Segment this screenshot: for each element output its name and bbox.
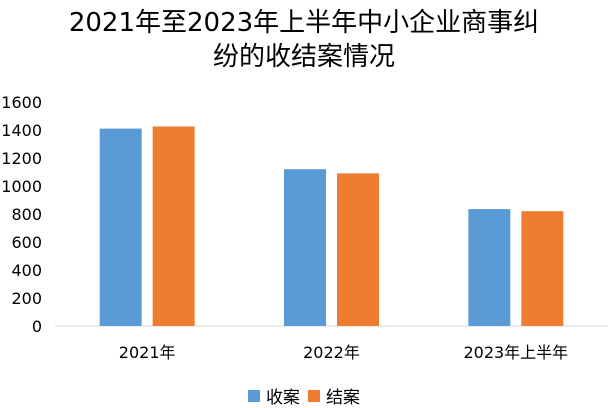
bar-1-0 <box>152 126 195 326</box>
legend-label-closed: 结案 <box>326 388 360 408</box>
legend-label-received: 收案 <box>266 388 300 408</box>
chart-title: 2021年至2023年上半年中小企业商事纠 纷的收结案情况 <box>0 6 608 74</box>
bar-0-2 <box>468 209 511 326</box>
y-tick-label-2: 400 <box>11 261 42 280</box>
y-tick-label-1: 200 <box>11 289 42 308</box>
bar-1-1 <box>337 173 379 326</box>
legend-swatch-received <box>248 389 260 402</box>
chart-title-line-2: 纷的收结案情况 <box>212 42 395 72</box>
y-tick-label-8: 1600 <box>1 93 42 112</box>
legend: 收案 结案 <box>0 383 608 408</box>
x-tick-label-0: 2021年 <box>119 343 176 362</box>
bar-1-2 <box>521 211 564 326</box>
legend-swatch-closed <box>308 389 320 402</box>
y-tick-label-4: 800 <box>11 205 42 224</box>
bar-0-1 <box>284 169 326 326</box>
y-tick-label-7: 1400 <box>1 121 42 140</box>
y-tick-label-5: 1000 <box>1 177 42 196</box>
y-tick-label-0: 0 <box>32 317 42 336</box>
chart-title-line-1: 2021年至2023年上半年中小企业商事纠 <box>68 8 540 38</box>
y-tick-label-6: 1200 <box>1 149 42 168</box>
legend-item-received: 收案 <box>248 383 300 408</box>
legend-item-closed: 结案 <box>308 383 360 408</box>
x-tick-label-2: 2023年上半年 <box>463 343 568 362</box>
bar-0-0 <box>99 128 142 326</box>
y-tick-label-3: 600 <box>11 233 42 252</box>
x-tick-label-1: 2022年 <box>303 343 360 362</box>
